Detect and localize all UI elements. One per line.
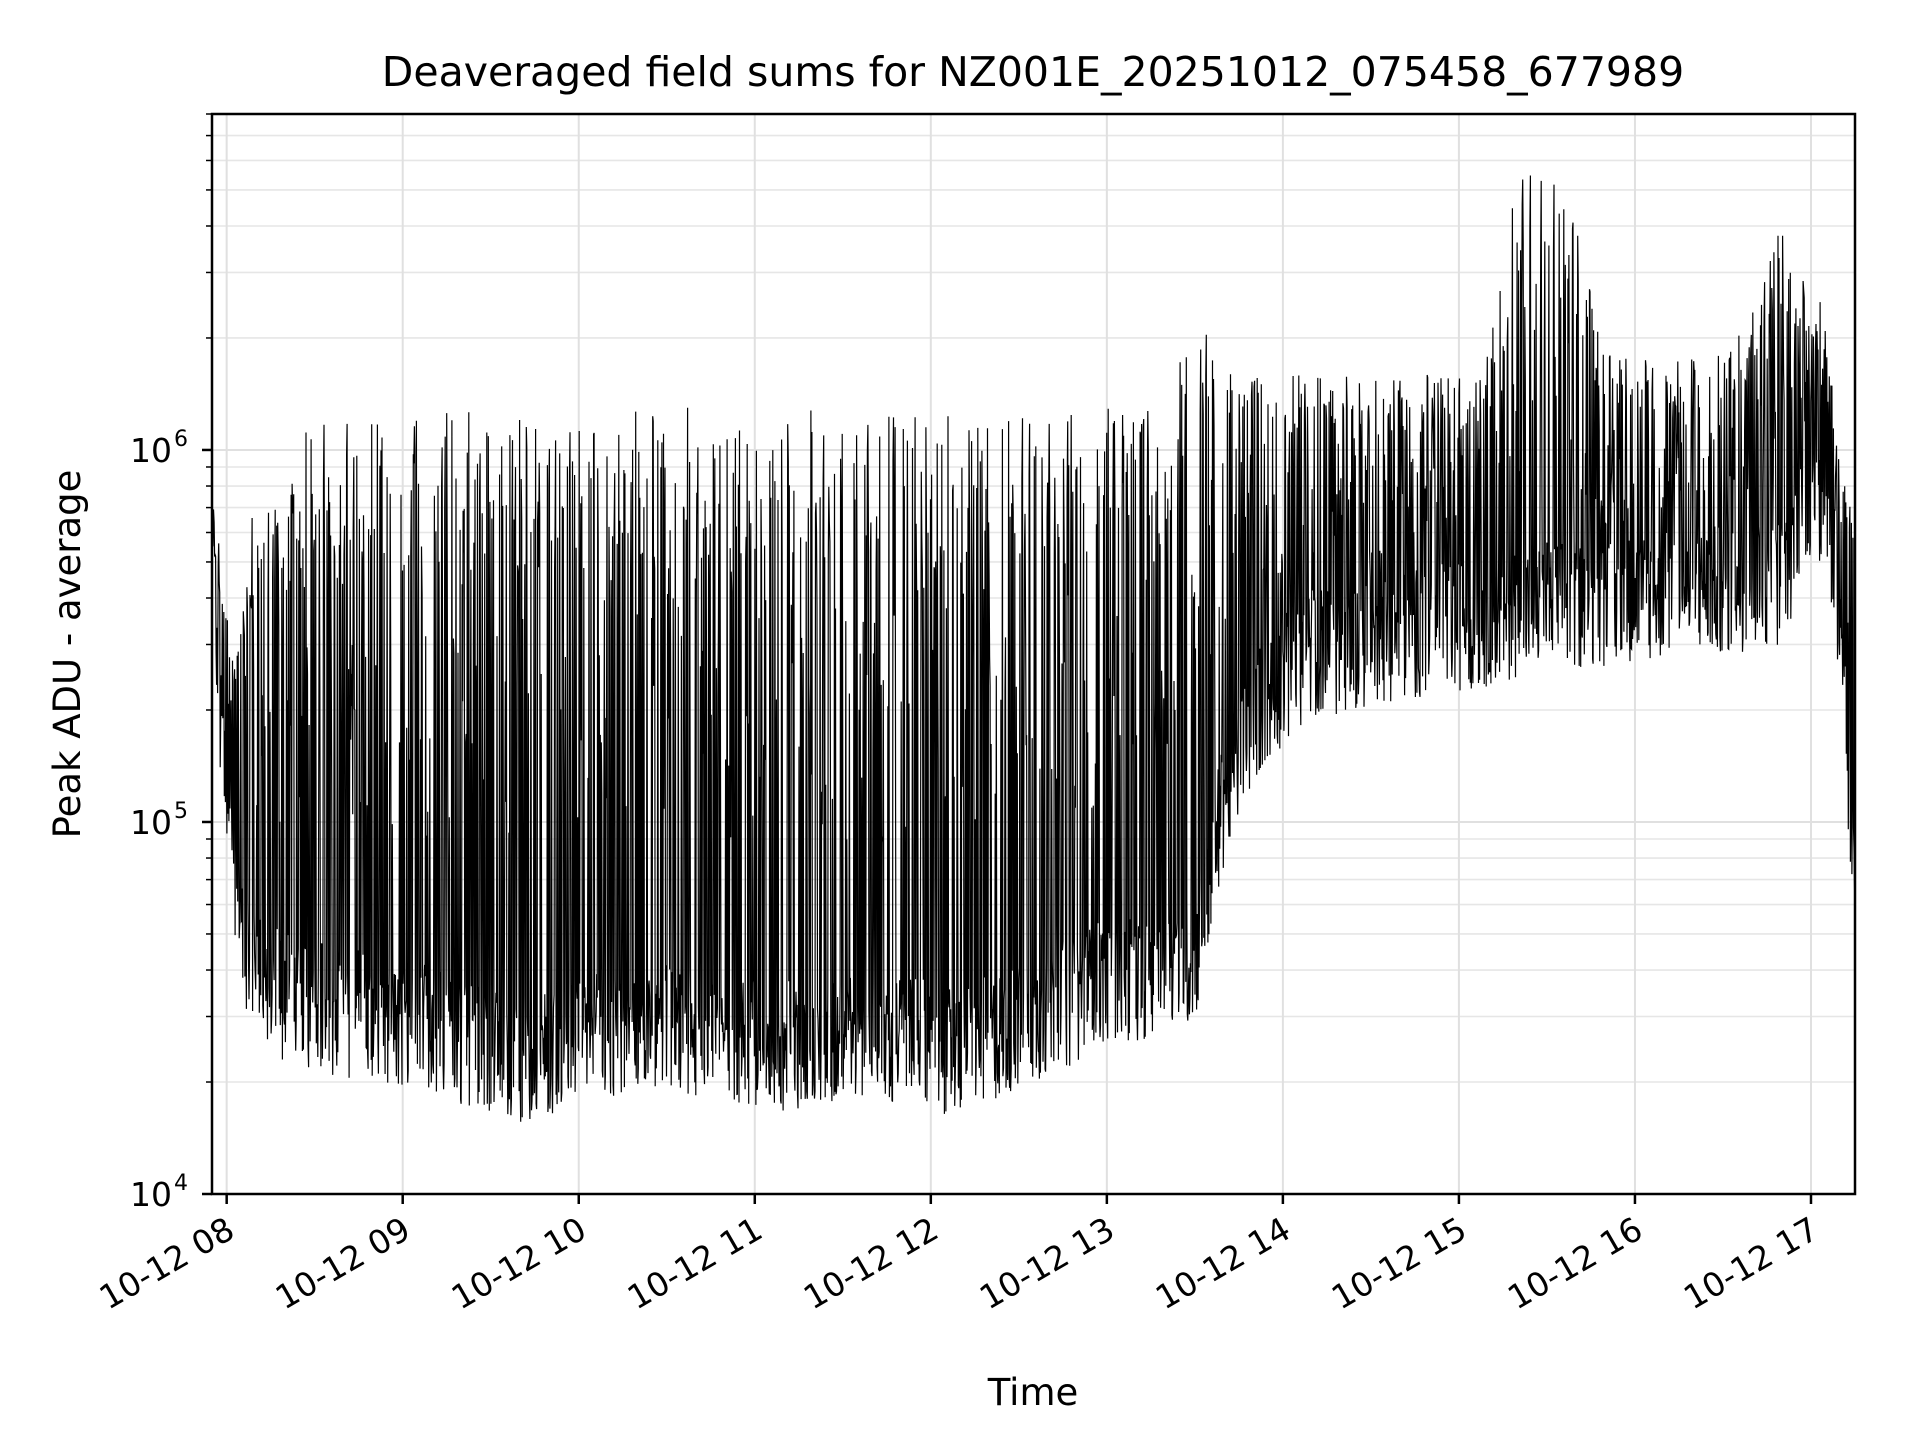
x-tick-label: 10-12 17 [1677, 1209, 1825, 1317]
y-tick-label-exponent: 4 [174, 1171, 188, 1196]
x-tick-label: 10-12 09 [269, 1209, 417, 1317]
x-tick-label: 10-12 12 [797, 1209, 945, 1317]
y-tick-label-base: 10 [130, 1175, 172, 1214]
chart-title: Deaveraged field sums for NZ001E_2025101… [382, 48, 1684, 96]
series-line [211, 175, 1856, 1122]
y-tick-label-base: 10 [130, 803, 172, 842]
y-tick-label: 10 6 [130, 427, 188, 470]
x-tick-label: 10-12 08 [93, 1209, 241, 1317]
y-tick-label-exponent: 6 [174, 427, 188, 452]
y-axis-label: Peak ADU - average [46, 470, 89, 839]
x-tick-label: 10-12 14 [1149, 1209, 1297, 1317]
x-tick-label: 10-12 11 [621, 1209, 769, 1317]
y-tick-label: 10 4 [130, 1171, 188, 1214]
x-axis-label: Time [987, 1371, 1079, 1414]
y-tick-label-exponent: 5 [174, 799, 188, 824]
y-tick-label-base: 10 [130, 431, 172, 470]
x-tick-label: 10-12 16 [1501, 1209, 1649, 1317]
x-tick-label: 10-12 15 [1325, 1209, 1473, 1317]
plot-frame [210, 112, 1857, 1196]
y-tick-label: 10 5 [130, 799, 188, 842]
x-tick-label: 10-12 10 [445, 1209, 593, 1317]
x-tick-label: 10-12 13 [973, 1209, 1121, 1317]
x-axis: 10-12 08 10-12 09 10-12 10 10-12 11 10-12 12… [93, 1194, 1825, 1317]
